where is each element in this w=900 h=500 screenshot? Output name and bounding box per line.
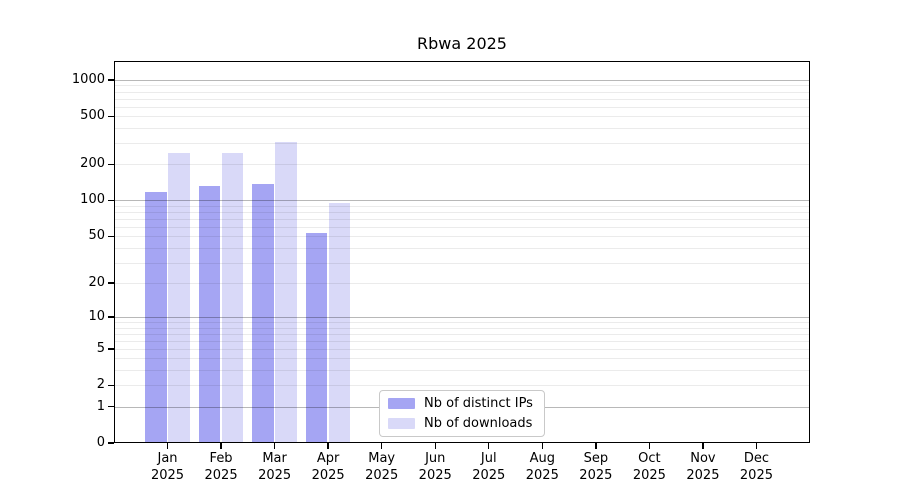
gridline-minor bbox=[114, 322, 810, 323]
gridline-major bbox=[114, 79, 810, 81]
bar-downloads-apr bbox=[328, 203, 351, 443]
y-axis-tick-label: 20 bbox=[88, 275, 105, 290]
x-axis-tick bbox=[327, 443, 329, 449]
bar-distinct-ips-feb bbox=[198, 186, 221, 443]
x-axis-tick bbox=[273, 443, 276, 449]
bar-distinct-ips-apr bbox=[305, 233, 328, 443]
x-axis-tick bbox=[166, 443, 169, 449]
y-axis-tick bbox=[108, 79, 114, 81]
x-axis-tick-label: Feb 2025 bbox=[204, 451, 238, 483]
gridline-minor bbox=[114, 385, 810, 387]
gridline-minor bbox=[114, 358, 810, 360]
bar-downloads-mar bbox=[275, 142, 297, 443]
legend-item-downloads: Nb of downloads bbox=[388, 416, 536, 431]
x-axis-tick-label: Jan 2025 bbox=[150, 451, 185, 483]
bar-distinct-ips-jan bbox=[145, 192, 167, 443]
x-axis-tick bbox=[755, 443, 758, 449]
gridline-minor bbox=[114, 333, 810, 335]
x-axis-tick-label: May 2025 bbox=[365, 451, 399, 483]
x-axis-tick bbox=[648, 443, 651, 449]
x-axis-tick-label: Apr 2025 bbox=[311, 451, 345, 483]
gridline-major bbox=[114, 200, 810, 202]
y-axis-tick-label: 2 bbox=[96, 377, 105, 393]
gridline-minor bbox=[114, 143, 810, 145]
y-axis-tick-label: 1 bbox=[96, 398, 105, 414]
gridline-minor bbox=[114, 91, 810, 93]
x-axis-tick-label: Jun 2025 bbox=[418, 451, 452, 483]
y-axis-tick-label: 1000 bbox=[71, 71, 105, 87]
x-axis-tick-label: Nov 2025 bbox=[686, 451, 720, 483]
gridline-minor bbox=[114, 85, 810, 87]
legend-swatch-downloads bbox=[388, 418, 415, 429]
x-axis-tick-label: Mar 2025 bbox=[258, 451, 292, 483]
gridline-minor bbox=[114, 218, 810, 220]
x-axis-tick-label: Dec 2025 bbox=[739, 451, 773, 483]
gridline-minor bbox=[114, 370, 810, 372]
gridline-minor bbox=[114, 106, 810, 108]
x-axis-tick bbox=[595, 443, 597, 449]
x-axis-tick bbox=[702, 443, 704, 449]
y-axis-tick bbox=[108, 442, 114, 444]
gridline-minor bbox=[114, 262, 810, 264]
y-axis-tick bbox=[108, 163, 114, 165]
y-axis-tick-label: 100 bbox=[80, 192, 105, 208]
y-axis-tick bbox=[108, 282, 114, 284]
gridline-minor bbox=[114, 205, 810, 207]
gridline-minor bbox=[114, 128, 810, 130]
y-axis-tick bbox=[108, 316, 114, 318]
gridline-minor bbox=[114, 247, 810, 249]
y-axis-tick-label: 10 bbox=[88, 308, 105, 324]
gridline-minor bbox=[114, 236, 810, 238]
x-axis-tick bbox=[541, 443, 543, 449]
legend-label-downloads: Nb of downloads bbox=[424, 416, 533, 431]
bar-downloads-jan bbox=[168, 152, 190, 443]
bar-distinct-ips-mar bbox=[252, 183, 274, 443]
y-axis-tick bbox=[108, 384, 114, 386]
gridline-minor bbox=[114, 226, 810, 228]
y-axis-tick-label: 200 bbox=[80, 156, 105, 172]
y-axis-tick-label: 0 bbox=[96, 435, 105, 450]
x-axis-tick bbox=[488, 443, 490, 449]
gridline-minor bbox=[114, 283, 810, 284]
y-axis-tick-label: 500 bbox=[80, 108, 105, 124]
gridline-minor bbox=[114, 164, 810, 166]
x-axis-tick bbox=[220, 443, 222, 449]
y-axis-tick-label: 50 bbox=[88, 228, 105, 244]
legend-item-distinct-ips: Nb of distinct IPs bbox=[388, 396, 536, 411]
y-axis-tick bbox=[108, 199, 114, 202]
x-axis-tick-label: Sep 2025 bbox=[579, 451, 613, 483]
y-axis-tick bbox=[108, 405, 114, 408]
x-axis-tick-label: Aug 2025 bbox=[525, 451, 559, 483]
y-axis-tick-label: 5 bbox=[96, 340, 105, 356]
x-axis-tick bbox=[380, 443, 383, 449]
gridline-minor bbox=[114, 327, 810, 329]
x-axis-tick-label: Jul 2025 bbox=[472, 451, 506, 483]
x-axis-tick-label: Oct 2025 bbox=[632, 451, 666, 483]
legend-label-distinct-ips: Nb of distinct IPs bbox=[424, 396, 533, 411]
legend-swatch-distinct-ips bbox=[388, 398, 415, 409]
gridline-minor bbox=[114, 212, 810, 214]
y-axis-tick bbox=[108, 115, 114, 117]
chart-title: Rbwa 2025 bbox=[417, 34, 507, 53]
x-axis-tick bbox=[434, 443, 436, 449]
legend: Nb of distinct IPs Nb of downloads bbox=[379, 390, 545, 437]
gridline-major bbox=[114, 316, 810, 318]
y-axis-tick bbox=[108, 348, 114, 350]
gridline-minor bbox=[114, 340, 810, 342]
gridline-minor bbox=[114, 98, 810, 100]
bar-downloads-feb bbox=[221, 152, 244, 443]
y-axis-tick bbox=[108, 235, 114, 238]
gridline-minor bbox=[114, 348, 810, 350]
gridline-minor bbox=[114, 116, 810, 118]
